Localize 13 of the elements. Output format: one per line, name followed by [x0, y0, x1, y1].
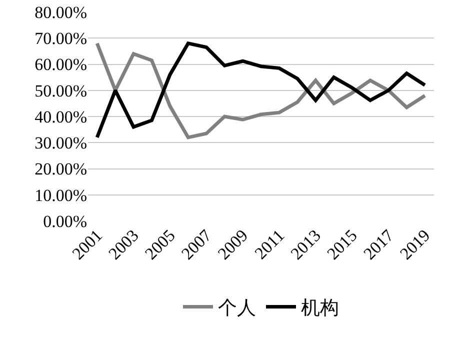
y-tick-label: 30.00% [34, 134, 87, 153]
legend-label: 机构 [301, 298, 339, 320]
x-tick-label: 2011 [251, 226, 288, 263]
line-series [95, 42, 427, 140]
y-tick-label: 0.00% [43, 212, 87, 231]
y-tick-label: 20.00% [34, 160, 87, 179]
y-tick-label: 10.00% [34, 186, 87, 205]
y-tick-label: 40.00% [34, 107, 87, 126]
y-tick-label: 80.00% [34, 2, 87, 22]
y-tick-label: 50.00% [34, 81, 87, 100]
y-tick-label: 60.00% [34, 55, 87, 74]
y-tick-label: 70.00% [34, 29, 87, 48]
legend-label: 个人 [218, 298, 256, 320]
